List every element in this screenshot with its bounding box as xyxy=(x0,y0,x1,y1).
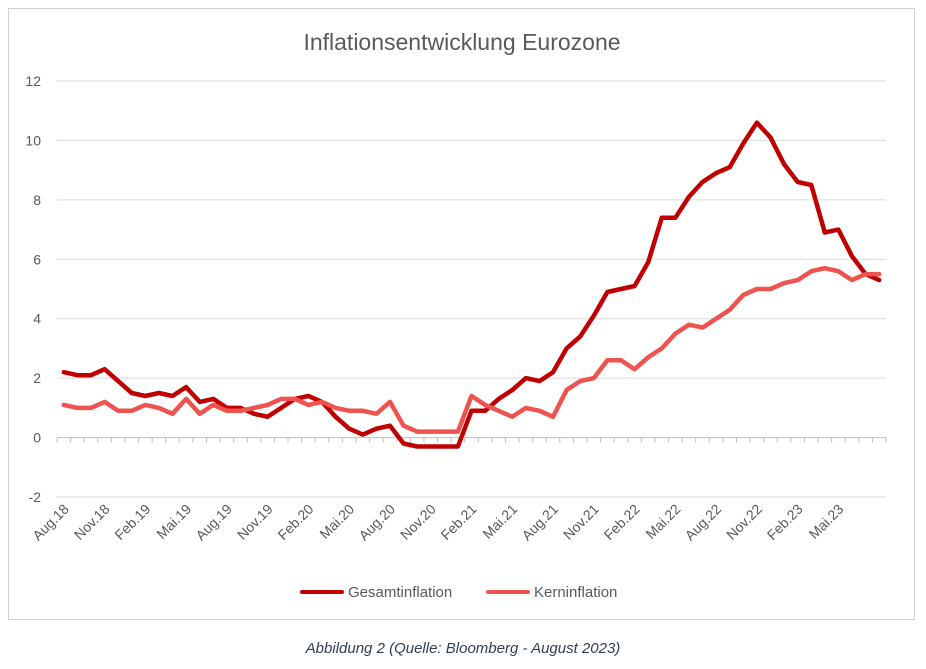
y-tick-label: 8 xyxy=(33,192,41,208)
x-tick-label: Nov.22 xyxy=(723,501,765,543)
y-tick-label: 10 xyxy=(25,132,41,148)
x-tick-label: Nov.19 xyxy=(234,501,276,543)
x-tick-label: Nov.21 xyxy=(560,501,602,543)
y-axis-labels: -2 0 2 4 6 8 10 12 xyxy=(25,73,41,505)
x-tick-label: Mai.23 xyxy=(806,501,847,542)
series-line-gesamtinflation xyxy=(61,120,882,449)
x-tick-label: Mai.21 xyxy=(479,501,520,542)
chart-frame xyxy=(8,8,915,620)
x-tick-label: Aug.20 xyxy=(355,501,398,544)
x-tick-label: Aug.22 xyxy=(682,501,725,544)
x-tick-label: Mai.20 xyxy=(316,501,357,542)
x-tick-label: Feb.22 xyxy=(601,501,643,543)
x-tick-label: Nov.20 xyxy=(397,501,439,543)
x-tick-label: Nov.18 xyxy=(71,501,113,543)
x-tick-label: Feb.20 xyxy=(274,501,316,543)
y-tick-label: 6 xyxy=(33,251,41,267)
x-tick-label: Aug.18 xyxy=(29,501,72,544)
x-tick-label: Feb.21 xyxy=(437,501,479,543)
x-tick-label: Aug.19 xyxy=(192,501,235,544)
x-tick-label: Mai.22 xyxy=(642,501,683,542)
legend-label-kerninflation: Kerninflation xyxy=(534,584,617,601)
chart-title: Inflationsentwicklung Eurozone xyxy=(303,29,620,55)
legend-item-kerninflation: Kerninflation xyxy=(486,584,617,601)
y-tick-label: 0 xyxy=(33,430,41,446)
y-tick-label: -2 xyxy=(29,489,42,505)
x-tick-label: Feb.23 xyxy=(764,501,806,543)
y-tick-label: 4 xyxy=(33,311,41,327)
legend-item-gesamtinflation: Gesamtinflation xyxy=(300,584,452,601)
series-lines xyxy=(61,120,882,449)
x-tick-label: Feb.19 xyxy=(111,501,153,543)
series-line-kerninflation xyxy=(61,265,882,434)
legend: Gesamtinflation Kerninflation xyxy=(300,584,617,601)
figure-caption: Abbildung 2 (Quelle: Bloomberg - August … xyxy=(305,640,621,657)
y-tick-label: 12 xyxy=(25,73,41,89)
legend-label-gesamtinflation: Gesamtinflation xyxy=(348,584,452,601)
x-tick-label: Mai.19 xyxy=(153,501,194,542)
x-tick-label: Aug.21 xyxy=(518,501,561,544)
y-tick-label: 2 xyxy=(33,370,41,386)
